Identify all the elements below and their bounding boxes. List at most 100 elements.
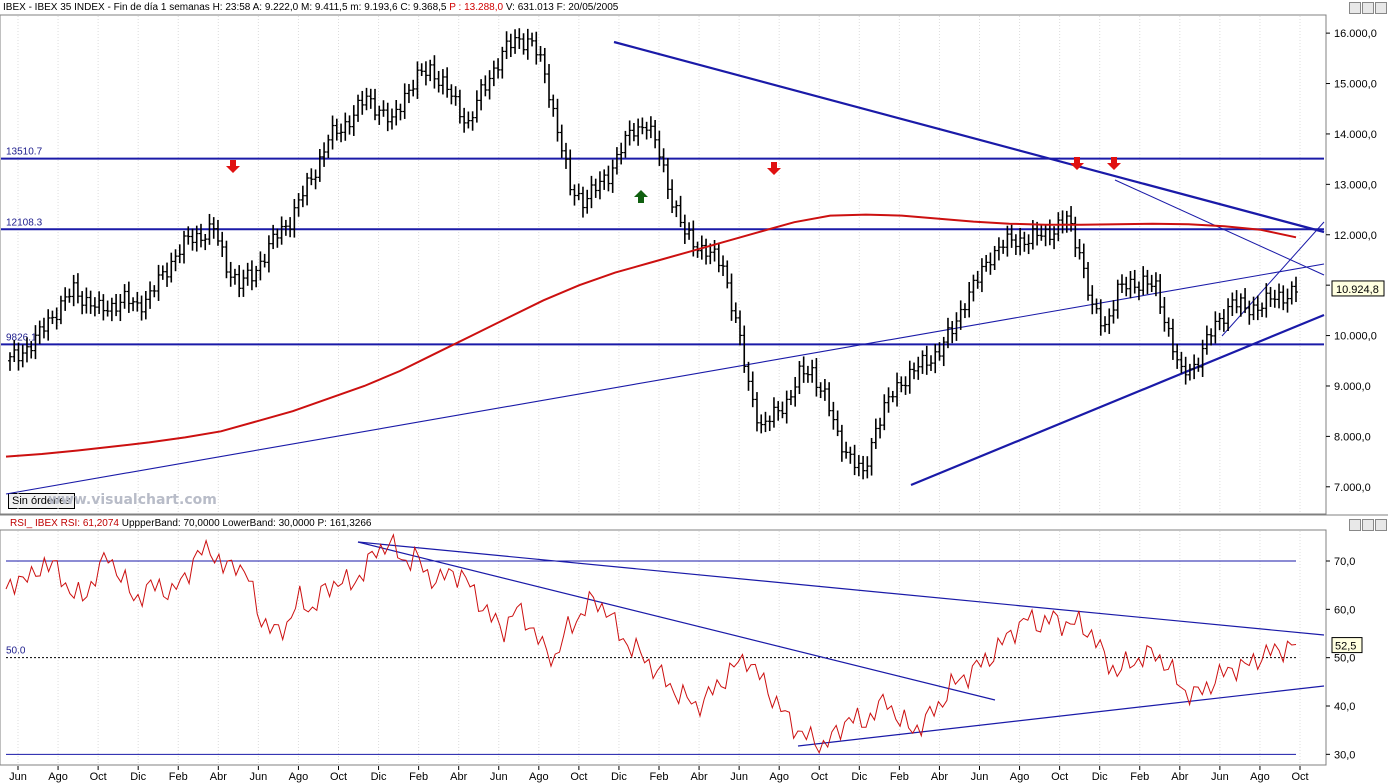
last-price-box [1331, 280, 1385, 297]
x-tick-label: Ago [769, 771, 789, 783]
rsi-y-tick-label: 70,0 [1334, 556, 1355, 568]
x-tick-label: Ago [1250, 771, 1270, 783]
close-icon[interactable] [1375, 2, 1387, 14]
min-value: 9.193,6 [364, 2, 398, 13]
symbol-label: IBEX - IBEX 35 INDEX [3, 2, 105, 13]
x-tick-label: Abr [691, 771, 708, 783]
signal-arrows [226, 157, 1121, 203]
y-tick-label: 12.000,0 [1334, 230, 1377, 242]
down-arrow-icon [1107, 157, 1121, 170]
h-value: 23:58 [225, 2, 251, 13]
x-tick-label: Abr [210, 771, 227, 783]
price-header: IBEX - IBEX 35 INDEX - Fin de día 1 sema… [3, 2, 619, 13]
x-tick-label: Jun [730, 771, 748, 783]
x-tick-label: Jun [9, 771, 27, 783]
x-tick-label: Oct [811, 771, 828, 783]
level-label: 12108.3 [6, 217, 43, 228]
lower-value: 30,0000 [278, 518, 315, 529]
y-tick-label: 9.000,0 [1334, 381, 1371, 393]
y-tick-label: 13.000,0 [1334, 179, 1377, 191]
x-tick-label: Oct [1051, 771, 1068, 783]
rsi-y-tick-label: 50,0 [1334, 653, 1355, 665]
level-label: 9826.1 [6, 332, 37, 343]
x-tick-label: Ago [529, 771, 549, 783]
y-tick-label: 10.000,0 [1334, 331, 1377, 343]
min-label: m: [350, 2, 362, 13]
minor-trendline [1114, 179, 1325, 276]
down-arrow-icon [767, 162, 781, 175]
resistance-trendline [613, 40, 1325, 234]
v-label: V: [505, 2, 515, 13]
x-tick-label: Feb [650, 771, 669, 783]
date-axis: Jun Ago Oct Dic Feb Abr Jun Ago Oct Dic Feb Abr Jun A… [9, 766, 1309, 783]
x-tick-label: Feb [1130, 771, 1149, 783]
x-tick-label: Feb [169, 771, 188, 783]
m-value: 9.411,5 [314, 2, 348, 13]
last-price-label: 10.924,8 [1336, 284, 1379, 296]
rsi-label: RSI: [60, 518, 81, 529]
y-tick-label: 16.000,0 [1334, 28, 1377, 40]
x-tick-label: Jun [490, 771, 508, 783]
lower-label: LowerBand: [222, 518, 276, 529]
support-trendline [910, 313, 1325, 487]
up-arrow-icon [634, 190, 648, 203]
x-tick-label: Ago [1010, 771, 1030, 783]
c-label: C: [400, 2, 411, 13]
x-tick-label: Feb [890, 771, 909, 783]
x-tick-label: Abr [1171, 771, 1188, 783]
rsi-restore-icon[interactable] [1362, 519, 1374, 531]
period-label: Fin de día 1 semanas [113, 2, 210, 13]
x-tick-label: Oct [330, 771, 347, 783]
x-tick-label: Dic [851, 771, 867, 783]
v-value: 631.013 [517, 2, 554, 13]
price-panel-frame [0, 14, 1327, 515]
x-tick-label: Oct [570, 771, 587, 783]
rsi-resistance-trendline [357, 541, 1325, 636]
rsi-axis: 30,0 40,0 50,0 60,0 70,0 [1326, 556, 1355, 761]
horizontal-levels: 13510.7 12108.3 9826.1 [1, 147, 1324, 346]
x-tick-label: Jun [250, 771, 268, 783]
m-label: M: [301, 2, 313, 13]
x-tick-label: Ago [48, 771, 68, 783]
price-bars [8, 28, 1298, 480]
x-tick-label: Ago [289, 771, 309, 783]
rsi-header: RSI_ IBEX RSI: 61,2074 UppperBand: 70,00… [10, 518, 371, 531]
x-tick-label: Dic [371, 771, 387, 783]
h-label: H: [212, 2, 223, 13]
down-arrow-icon [226, 160, 240, 173]
rsi-y-tick-label: 40,0 [1334, 701, 1355, 713]
x-tick-label: Abr [931, 771, 948, 783]
rsi-y-tick-label: 60,0 [1334, 604, 1355, 616]
trend-lines [5, 40, 1325, 495]
restore-icon[interactable] [1362, 2, 1374, 14]
rsi-bands: 50.0 [6, 560, 1296, 755]
y-tick-label: 15.000,0 [1334, 79, 1377, 91]
p-label: P : [449, 2, 462, 13]
rsi-minimize-icon[interactable] [1349, 519, 1361, 531]
x-tick-label: Oct [1291, 771, 1308, 783]
rsi-value: 61,2074 [82, 518, 119, 529]
minimize-icon[interactable] [1349, 2, 1361, 14]
x-tick-label: Abr [450, 771, 467, 783]
y-tick-label: 8.000,0 [1334, 431, 1371, 443]
x-tick-label: Feb [409, 771, 428, 783]
x-tick-label: Dic [611, 771, 627, 783]
rsi-last-label: 52,5 [1335, 641, 1356, 653]
last-price-marker: 10.924,8 [1331, 280, 1385, 297]
rsi-name: RSI_ IBEX [10, 518, 58, 529]
watermark: www.visualchart.com [48, 492, 217, 508]
moving-average-line [5, 213, 1297, 458]
x-tick-label: Dic [130, 771, 146, 783]
vertical-grid [17, 16, 1301, 764]
x-tick-label: Jun [971, 771, 989, 783]
rsi-y-tick-label: 30,0 [1334, 749, 1355, 761]
a-label: A: [252, 2, 263, 13]
rsi-trend-lines [357, 541, 1325, 747]
rsi-close-icon[interactable] [1375, 519, 1387, 531]
minor-trendline [1221, 221, 1325, 337]
x-tick-label: Jun [1211, 771, 1229, 783]
price-axis: 7.000,08.000,09.000,010.000,011.000,012.… [1326, 28, 1377, 494]
down-arrow-icon [1070, 157, 1084, 170]
rsi-last-box [1331, 637, 1363, 654]
rsi-p-label: P: [317, 518, 327, 529]
